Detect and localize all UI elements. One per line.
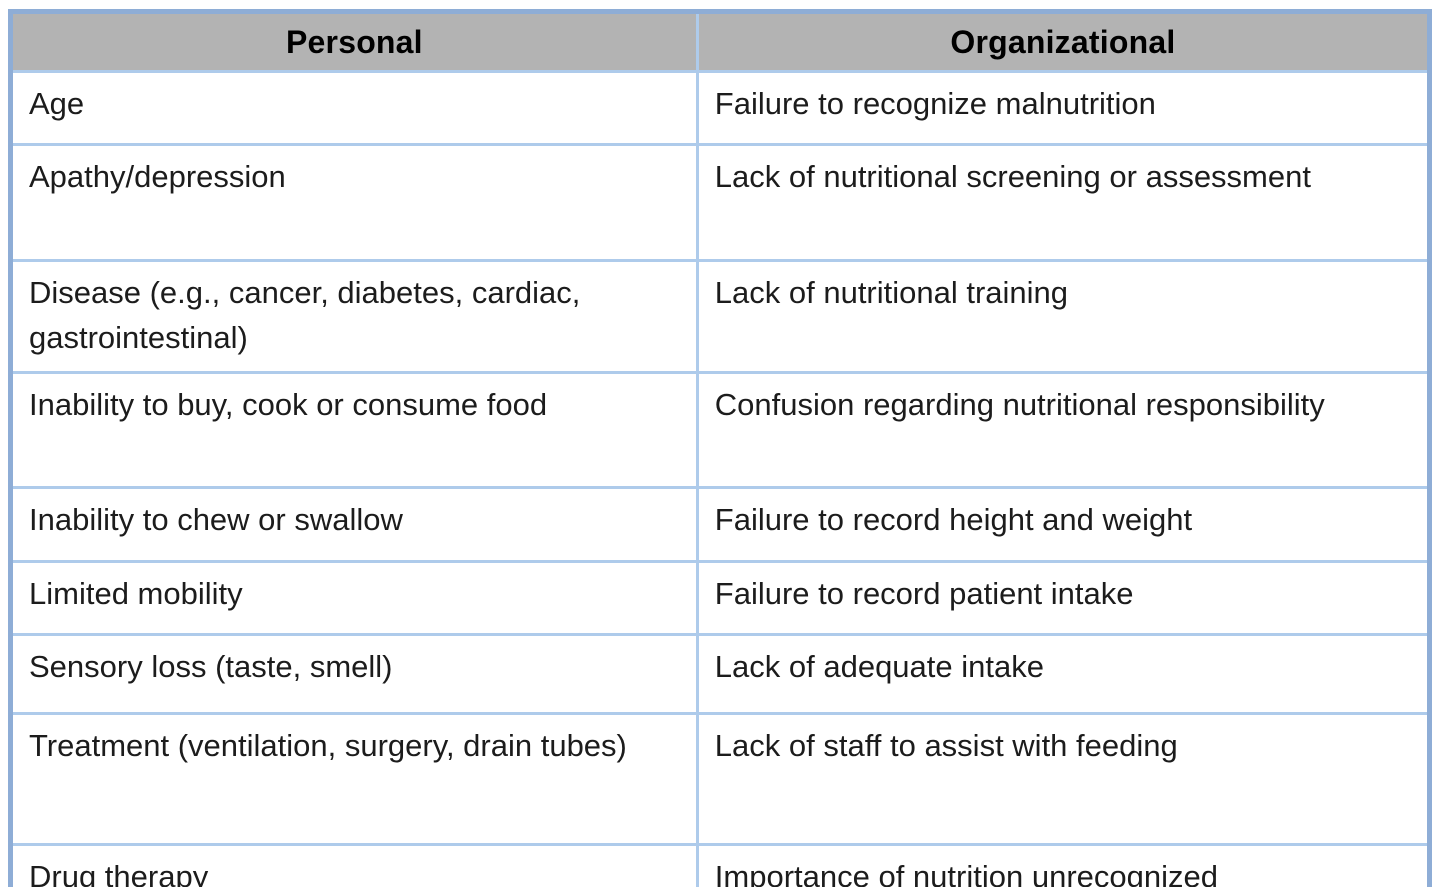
- table-cell-organizational: Failure to recognize malnutrition: [695, 70, 1432, 146]
- table-header-row: Personal Organizational: [9, 10, 1432, 73]
- table-cell-personal: Disease (e.g., cancer, diabetes, cardiac…: [9, 259, 699, 374]
- table-cell-personal: Treatment (ventilation, surgery, drain t…: [9, 712, 699, 846]
- table-cell-personal: Inability to buy, cook or consume food: [9, 371, 699, 489]
- table-cell-organizational: Lack of nutritional training: [695, 259, 1432, 374]
- table-cell-personal: Age: [9, 70, 699, 146]
- table-cell-personal: Inability to chew or swallow: [9, 486, 699, 563]
- table-cell-personal: Drug therapy: [9, 843, 699, 887]
- table-row: Sensory loss (taste, smell) Lack of adeq…: [9, 633, 1432, 715]
- table-cell-organizational: Lack of staff to assist with feeding: [695, 712, 1432, 846]
- table-row: Inability to chew or swallow Failure to …: [9, 486, 1432, 563]
- table-cell-personal: Limited mobility: [9, 560, 699, 636]
- table-cell-personal: Apathy/depression: [9, 143, 699, 262]
- column-header-personal: Personal: [9, 10, 699, 73]
- column-header-organizational: Organizational: [695, 10, 1432, 73]
- table-row: Age Failure to recognize malnutrition: [9, 70, 1432, 146]
- risk-factors-table: Personal Organizational Age Failure to r…: [8, 9, 1432, 887]
- table-row: Treatment (ventilation, surgery, drain t…: [9, 712, 1432, 846]
- table-cell-organizational: Failure to record patient intake: [695, 560, 1432, 636]
- table-cell-organizational: Importance of nutrition unrecognized: [695, 843, 1432, 887]
- table-cell-organizational: Confusion regarding nutritional responsi…: [695, 371, 1432, 489]
- table-row: Drug therapy Importance of nutrition unr…: [9, 843, 1432, 887]
- table-cell-personal: Sensory loss (taste, smell): [9, 633, 699, 715]
- table-row: Limited mobility Failure to record patie…: [9, 560, 1432, 636]
- table-row: Inability to buy, cook or consume food C…: [9, 371, 1432, 489]
- table-cell-organizational: Failure to record height and weight: [695, 486, 1432, 563]
- table-row: Disease (e.g., cancer, diabetes, cardiac…: [9, 259, 1432, 374]
- table-cell-organizational: Lack of adequate intake: [695, 633, 1432, 715]
- table-cell-organizational: Lack of nutritional screening or assessm…: [695, 143, 1432, 262]
- table-row: Apathy/depression Lack of nutritional sc…: [9, 143, 1432, 262]
